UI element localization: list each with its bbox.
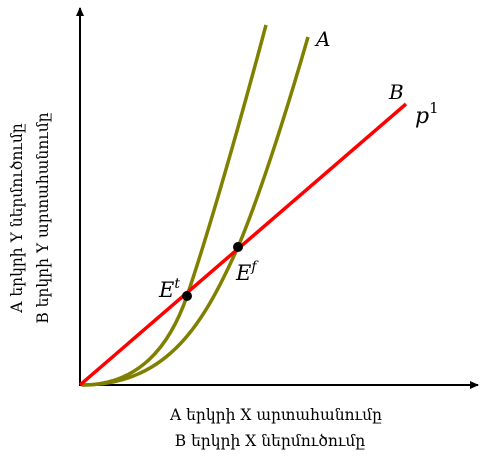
point-label-trade: Et: [158, 276, 180, 302]
y-axis-label-group: A երկրի Y ներմուծումը B երկրի Y արտահանո…: [8, 112, 52, 323]
price-line-b: [78, 102, 408, 387]
offer-curve-a: [81, 36, 310, 387]
x-axis-label-line1: A երկրի X արտահանումը: [169, 406, 382, 424]
y-axis-label-line2: B երկրի Y արտահանումը: [34, 112, 52, 323]
line-label-b: B: [388, 80, 404, 104]
point-label-free-sup: f: [250, 259, 259, 275]
x-axis-label-line2: B երկրի X ներմուծումը: [175, 432, 366, 450]
y-axis-label-line1: A երկրի Y ներմուծումը: [8, 123, 26, 314]
equilibrium-point-free: [233, 242, 243, 252]
point-label-free: Ef: [235, 259, 259, 285]
point-label-free-main: E: [235, 261, 251, 285]
equilibrium-point-trade: [182, 291, 192, 301]
point-label-trade-main: E: [158, 278, 174, 302]
offer-curve-steep: [81, 24, 268, 387]
curve-label-a: A: [314, 27, 330, 51]
price-label-sup: 1: [429, 99, 439, 117]
point-label-trade-sup: t: [174, 276, 180, 292]
price-label: p1: [415, 99, 439, 129]
price-label-main: p: [415, 104, 429, 129]
